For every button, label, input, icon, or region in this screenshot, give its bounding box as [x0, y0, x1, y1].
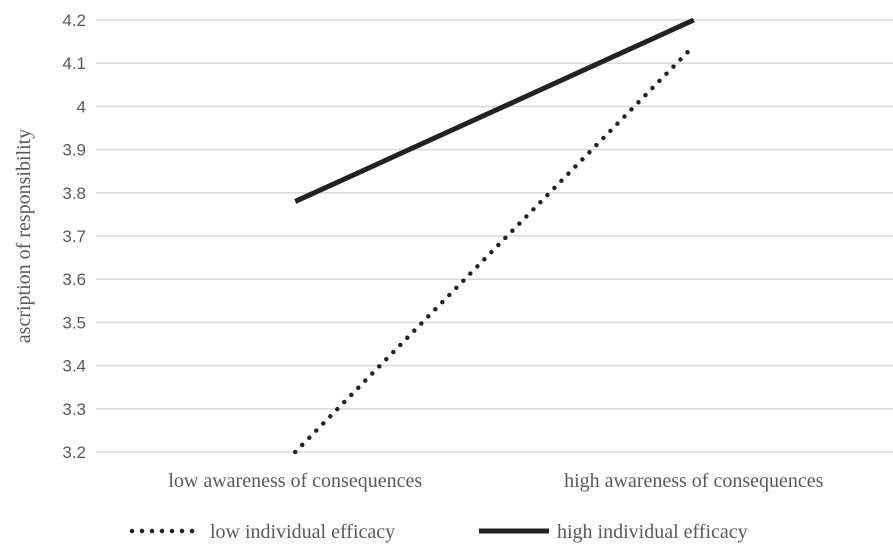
y-tick-label: 3.6: [62, 270, 86, 289]
y-tick-label: 3.3: [62, 400, 86, 419]
legend-label: low individual efficacy: [210, 521, 395, 543]
y-tick-label: 3.7: [62, 227, 86, 246]
y-axis-title: ascription of responsibility: [13, 129, 35, 343]
y-tick-label: 3.9: [62, 141, 86, 160]
legend-label: high individual efficacy: [557, 521, 748, 543]
x-category-label: low awareness of consequences: [168, 470, 422, 492]
x-axis-categories: low awareness of consequences high awaren…: [168, 470, 823, 492]
x-category-label: high awareness of consequences: [564, 470, 824, 492]
y-tick-label: 3.4: [62, 357, 86, 376]
y-tick-label: 3.5: [62, 313, 86, 332]
y-tick-label: 4.1: [62, 54, 86, 73]
y-axis-ticks: 3.2 3.3 3.4 3.5 3.6 3.7 3.8 3.9 4 4.1 4.2: [62, 11, 86, 462]
y-tick-label: 4.2: [62, 11, 86, 30]
legend: low individual efficacy high individual e…: [129, 521, 748, 543]
y-tick-label: 4: [77, 97, 86, 116]
gridlines: [96, 19, 893, 453]
y-tick-label: 3.2: [62, 443, 86, 462]
series-line-2: [294, 17, 695, 204]
series-lines: [293, 17, 696, 455]
y-tick-label: 3.8: [62, 184, 86, 203]
